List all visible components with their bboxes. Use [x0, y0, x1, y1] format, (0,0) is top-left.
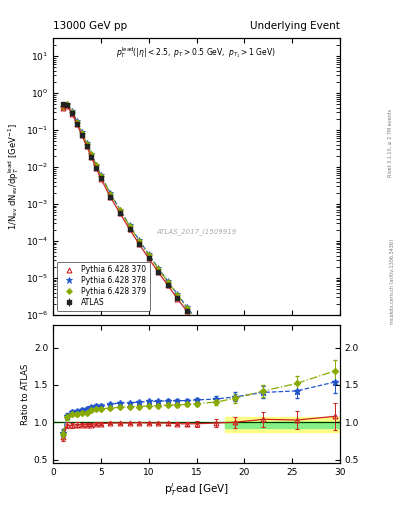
Pythia 6.428 378 — [60, 103, 65, 110]
Pythia 6.428 370 — [261, 381, 266, 387]
Pythia 6.428 370 — [60, 104, 65, 111]
Pythia 6.428 370 — [232, 358, 237, 364]
Pythia 6.428 379 — [333, 421, 338, 427]
Pythia 6.428 379 — [75, 119, 79, 125]
Pythia 6.428 378 — [94, 161, 99, 167]
Pythia 6.428 370 — [65, 103, 70, 109]
Pythia 6.428 379 — [146, 252, 151, 258]
Pythia 6.428 378 — [79, 129, 84, 135]
Pythia 6.428 379 — [232, 353, 237, 359]
Pythia 6.428 370 — [108, 194, 113, 200]
Pythia 6.428 379 — [89, 151, 94, 157]
Pythia 6.428 378 — [185, 304, 189, 310]
Pythia 6.428 379 — [185, 305, 189, 311]
Pythia 6.428 379 — [194, 317, 199, 324]
Pythia 6.428 378 — [261, 376, 266, 382]
Pythia 6.428 379 — [261, 376, 266, 382]
Text: Rivet 3.1.10, ≥ 2.7M events: Rivet 3.1.10, ≥ 2.7M events — [388, 109, 393, 178]
Pythia 6.428 379 — [99, 173, 103, 179]
Pythia 6.428 378 — [89, 151, 94, 157]
Text: 13000 GeV pp: 13000 GeV pp — [53, 20, 127, 31]
Legend: Pythia 6.428 370, Pythia 6.428 378, Pythia 6.428 379, ATLAS: Pythia 6.428 370, Pythia 6.428 378, Pyth… — [57, 262, 150, 311]
Y-axis label: Ratio to ATLAS: Ratio to ATLAS — [21, 364, 29, 425]
Pythia 6.428 378 — [156, 265, 161, 271]
Pythia 6.428 378 — [165, 278, 170, 284]
Pythia 6.428 370 — [137, 241, 141, 247]
Pythia 6.428 378 — [213, 335, 218, 342]
Line: Pythia 6.428 370: Pythia 6.428 370 — [60, 104, 338, 434]
Bar — [225, 421, 340, 428]
Pythia 6.428 370 — [84, 143, 89, 149]
Pythia 6.428 379 — [165, 279, 170, 285]
Pythia 6.428 379 — [213, 336, 218, 343]
Y-axis label: 1/N$_{\mathregular{ev}}$ dN$_{\mathregular{ev}}$/dp$_T^{\mathregular{lead}}$ [Ge: 1/N$_{\mathregular{ev}}$ dN$_{\mathregul… — [7, 123, 22, 230]
Pythia 6.428 370 — [156, 269, 161, 275]
Bar — [225, 417, 340, 432]
Pythia 6.428 378 — [194, 317, 199, 323]
Pythia 6.428 379 — [79, 130, 84, 136]
Pythia 6.428 370 — [333, 429, 338, 435]
Line: Pythia 6.428 378: Pythia 6.428 378 — [59, 101, 338, 429]
Pythia 6.428 379 — [94, 162, 99, 168]
Pythia 6.428 379 — [127, 223, 132, 229]
Pythia 6.428 379 — [137, 238, 141, 244]
Pythia 6.428 370 — [194, 322, 199, 328]
Pythia 6.428 378 — [146, 251, 151, 258]
Pythia 6.428 379 — [108, 191, 113, 197]
Pythia 6.428 378 — [65, 101, 70, 107]
Pythia 6.428 378 — [70, 108, 75, 114]
Pythia 6.428 370 — [75, 121, 79, 127]
Pythia 6.428 378 — [295, 399, 299, 405]
Pythia 6.428 370 — [79, 132, 84, 138]
Pythia 6.428 378 — [99, 172, 103, 178]
Pythia 6.428 379 — [118, 207, 122, 214]
Pythia 6.428 370 — [118, 210, 122, 217]
X-axis label: p$_T^l$ead [GeV]: p$_T^l$ead [GeV] — [164, 481, 229, 498]
Pythia 6.428 370 — [165, 282, 170, 288]
Pythia 6.428 370 — [94, 165, 99, 171]
Pythia 6.428 370 — [295, 404, 299, 410]
Pythia 6.428 378 — [84, 140, 89, 146]
Pythia 6.428 378 — [108, 190, 113, 197]
Pythia 6.428 378 — [137, 237, 141, 243]
Pythia 6.428 370 — [175, 295, 180, 302]
Pythia 6.428 379 — [156, 266, 161, 272]
Pythia 6.428 379 — [70, 109, 75, 115]
Pythia 6.428 370 — [89, 154, 94, 160]
Text: mcplots.cern.ch [arXiv:1306.3436]: mcplots.cern.ch [arXiv:1306.3436] — [390, 239, 393, 324]
Pythia 6.428 379 — [295, 398, 299, 404]
Pythia 6.428 379 — [84, 140, 89, 146]
Pythia 6.428 370 — [99, 176, 103, 182]
Pythia 6.428 378 — [232, 353, 237, 359]
Pythia 6.428 379 — [175, 292, 180, 298]
Pythia 6.428 379 — [60, 104, 65, 110]
Pythia 6.428 370 — [213, 340, 218, 346]
Text: $p_T^{\rm lead}(|\eta| < 2.5,\ p_T > 0.5\ {\rm GeV},\ p_{T_1} > 1\ {\rm GeV})$: $p_T^{\rm lead}(|\eta| < 2.5,\ p_T > 0.5… — [116, 45, 277, 60]
Text: Underlying Event: Underlying Event — [250, 20, 340, 31]
Pythia 6.428 370 — [70, 111, 75, 117]
Pythia 6.428 378 — [175, 291, 180, 297]
Pythia 6.428 379 — [65, 101, 70, 108]
Pythia 6.428 378 — [75, 118, 79, 124]
Pythia 6.428 370 — [127, 226, 132, 232]
Pythia 6.428 370 — [185, 308, 189, 314]
Pythia 6.428 370 — [146, 255, 151, 262]
Pythia 6.428 378 — [118, 206, 122, 212]
Pythia 6.428 378 — [333, 422, 338, 429]
Line: Pythia 6.428 379: Pythia 6.428 379 — [61, 102, 337, 426]
Pythia 6.428 378 — [127, 222, 132, 228]
Text: ATLAS_2017_I1509919: ATLAS_2017_I1509919 — [156, 228, 237, 235]
